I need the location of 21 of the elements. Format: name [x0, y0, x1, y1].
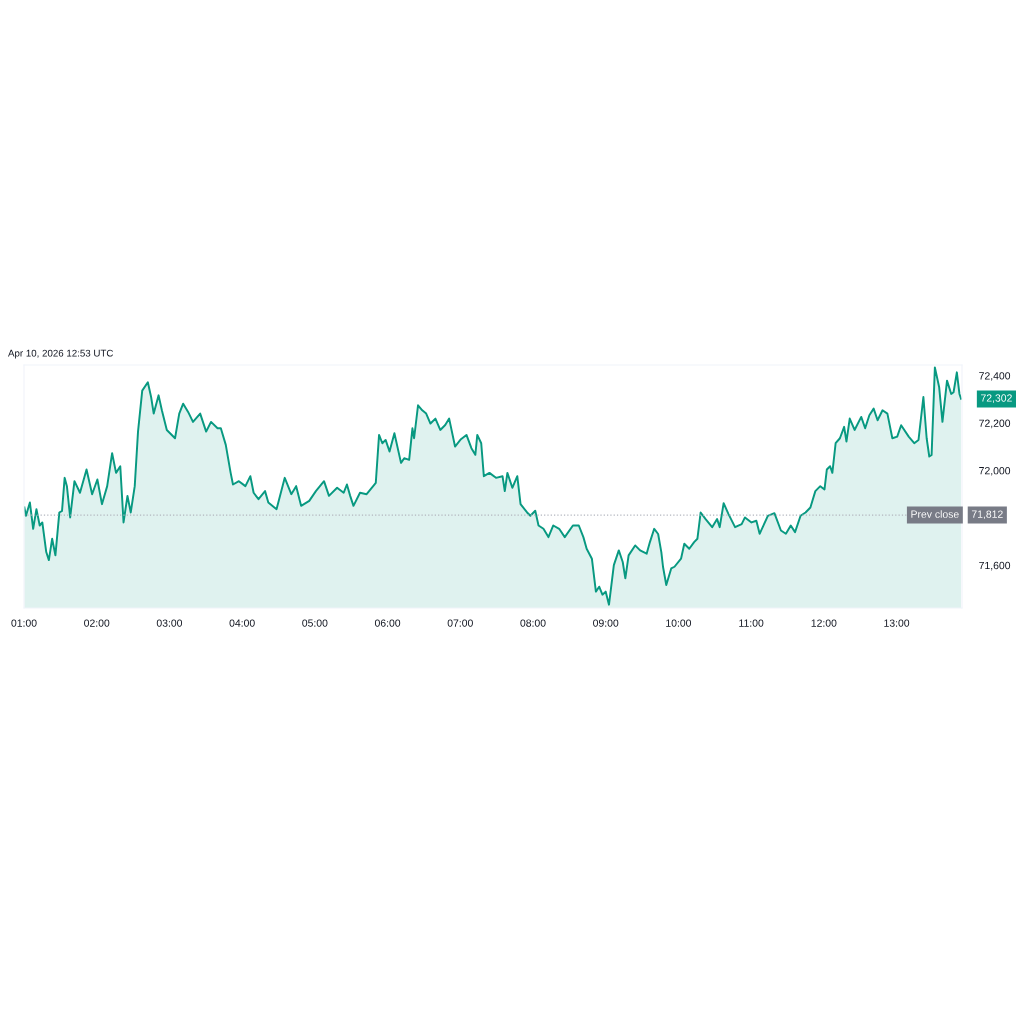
- text: Apr 10, 2026 12:53 UTC: [8, 349, 114, 359]
- x-tick-label: 13:00: [884, 619, 910, 627]
- x-tick-label: 02:00: [84, 619, 110, 627]
- x-tick-label: 03:00: [156, 619, 183, 627]
- x-tick-label: 05:00: [302, 619, 328, 627]
- x-tick-label: 01:00: [11, 619, 37, 627]
- x-tick-label: 10:00: [666, 619, 692, 627]
- x-tick-label: 12:00: [811, 619, 837, 627]
- annotation: 72,302: [981, 394, 1012, 403]
- y-tick-label: 72,000: [979, 467, 1011, 476]
- x-tick-label: 04:00: [229, 619, 255, 627]
- x-tick-label: 07:00: [447, 619, 473, 627]
- y-tick-label: 71,600: [979, 561, 1011, 571]
- x-tick-label: 11:00: [739, 619, 764, 627]
- x-tick-label: 09:00: [593, 619, 619, 627]
- text: 71,812: [971, 510, 1003, 520]
- y-tick-label: 72,200: [979, 419, 1011, 429]
- x-tick-label: 08:00: [520, 619, 546, 627]
- x-tick-label: 06:00: [374, 619, 401, 627]
- y-tick-label: 72,400: [979, 372, 1011, 381]
- ref-line-label: Prev close: [911, 510, 959, 518]
